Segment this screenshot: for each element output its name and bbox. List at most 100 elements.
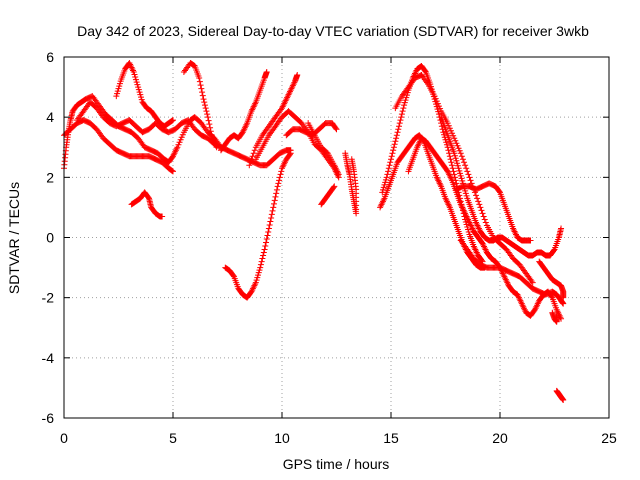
- y-tick-label: -4: [42, 350, 55, 366]
- data-point: [450, 132, 457, 139]
- data-point: [254, 274, 261, 281]
- data-point: [331, 183, 338, 190]
- data-point: [529, 279, 536, 286]
- x-tick-label: 5: [169, 430, 177, 446]
- data-point: [560, 294, 567, 301]
- data-point: [397, 117, 404, 124]
- data-point: [271, 197, 278, 204]
- data-point: [379, 189, 386, 196]
- data-point: [273, 186, 280, 193]
- data-point: [257, 261, 264, 268]
- data-point: [204, 111, 211, 118]
- data-point: [531, 307, 538, 314]
- data-point: [463, 165, 470, 172]
- data-point: [271, 200, 278, 207]
- data-point: [323, 149, 330, 156]
- data-point: [396, 120, 403, 127]
- data-point: [382, 179, 389, 186]
- data-point: [257, 264, 264, 271]
- data-point: [196, 75, 203, 82]
- data-point: [481, 216, 488, 223]
- data-point: [197, 82, 204, 89]
- data-point: [402, 97, 409, 104]
- data-point: [268, 214, 275, 221]
- series-track-5: [180, 60, 220, 151]
- data-point: [176, 139, 183, 146]
- data-point: [465, 171, 472, 178]
- data-point: [250, 150, 257, 157]
- data-point: [268, 211, 275, 218]
- data-point: [114, 90, 121, 97]
- grid-lines: [64, 57, 609, 418]
- x-tick-labels: 0 5 10 15 20 25: [60, 430, 617, 446]
- data-point: [459, 156, 466, 163]
- data-point: [239, 130, 246, 137]
- data-point: [169, 154, 176, 161]
- data-point: [276, 174, 283, 181]
- y-axis-label: SDTVAR / TECUs: [6, 182, 22, 294]
- data-point: [199, 89, 206, 96]
- data-point: [270, 204, 277, 211]
- data-point: [473, 192, 480, 199]
- series-track-8: [222, 150, 294, 301]
- data-point: [454, 162, 461, 169]
- data-point: [388, 156, 394, 163]
- data-point: [201, 99, 208, 106]
- data-point: [266, 221, 273, 228]
- data-point: [177, 136, 184, 143]
- data-point: [246, 162, 253, 169]
- data-point: [398, 111, 405, 118]
- data-point: [273, 190, 280, 197]
- data-point: [145, 194, 152, 201]
- series-track-20: [453, 180, 534, 244]
- data-point: [479, 210, 486, 217]
- data-point: [454, 142, 461, 149]
- data-point: [457, 150, 464, 157]
- data-point: [458, 153, 465, 160]
- series-track-10: [252, 108, 342, 181]
- data-point: [263, 236, 270, 243]
- data-point: [476, 201, 483, 208]
- data-point: [213, 144, 220, 151]
- data-point: [393, 135, 400, 142]
- data-point: [116, 80, 123, 87]
- data-point: [560, 300, 567, 307]
- data-point: [447, 127, 454, 134]
- data-point: [133, 79, 140, 86]
- data-point: [207, 124, 214, 131]
- series-track-24: [553, 387, 567, 403]
- data-point: [398, 114, 405, 121]
- data-point: [496, 188, 503, 195]
- data-point: [348, 156, 355, 163]
- data-point: [205, 117, 212, 124]
- y-tick-label: 2: [46, 169, 54, 185]
- series-track-4: [113, 60, 176, 130]
- data-point: [132, 74, 139, 81]
- data-point: [196, 78, 203, 85]
- data-point: [262, 243, 269, 250]
- data-point: [386, 162, 393, 169]
- data-point: [168, 118, 175, 125]
- data-point: [294, 72, 301, 79]
- data-point: [553, 312, 560, 319]
- data-point: [267, 218, 274, 225]
- data-point: [208, 131, 215, 138]
- data-point: [207, 128, 214, 135]
- data-point: [134, 81, 141, 88]
- data-point: [401, 102, 408, 109]
- data-point: [202, 105, 209, 112]
- data-point: [475, 198, 482, 205]
- data-point: [138, 94, 145, 101]
- data-point: [527, 237, 534, 244]
- data-point: [456, 147, 463, 154]
- data-point: [465, 226, 472, 233]
- data-point: [138, 96, 145, 103]
- data-point: [383, 174, 390, 181]
- data-point: [247, 289, 254, 296]
- data-point: [251, 147, 258, 154]
- data-point: [458, 175, 465, 182]
- data-point: [261, 246, 268, 253]
- plot-frame: [63, 56, 610, 419]
- data-point: [451, 150, 458, 157]
- series-track-9: [246, 72, 301, 169]
